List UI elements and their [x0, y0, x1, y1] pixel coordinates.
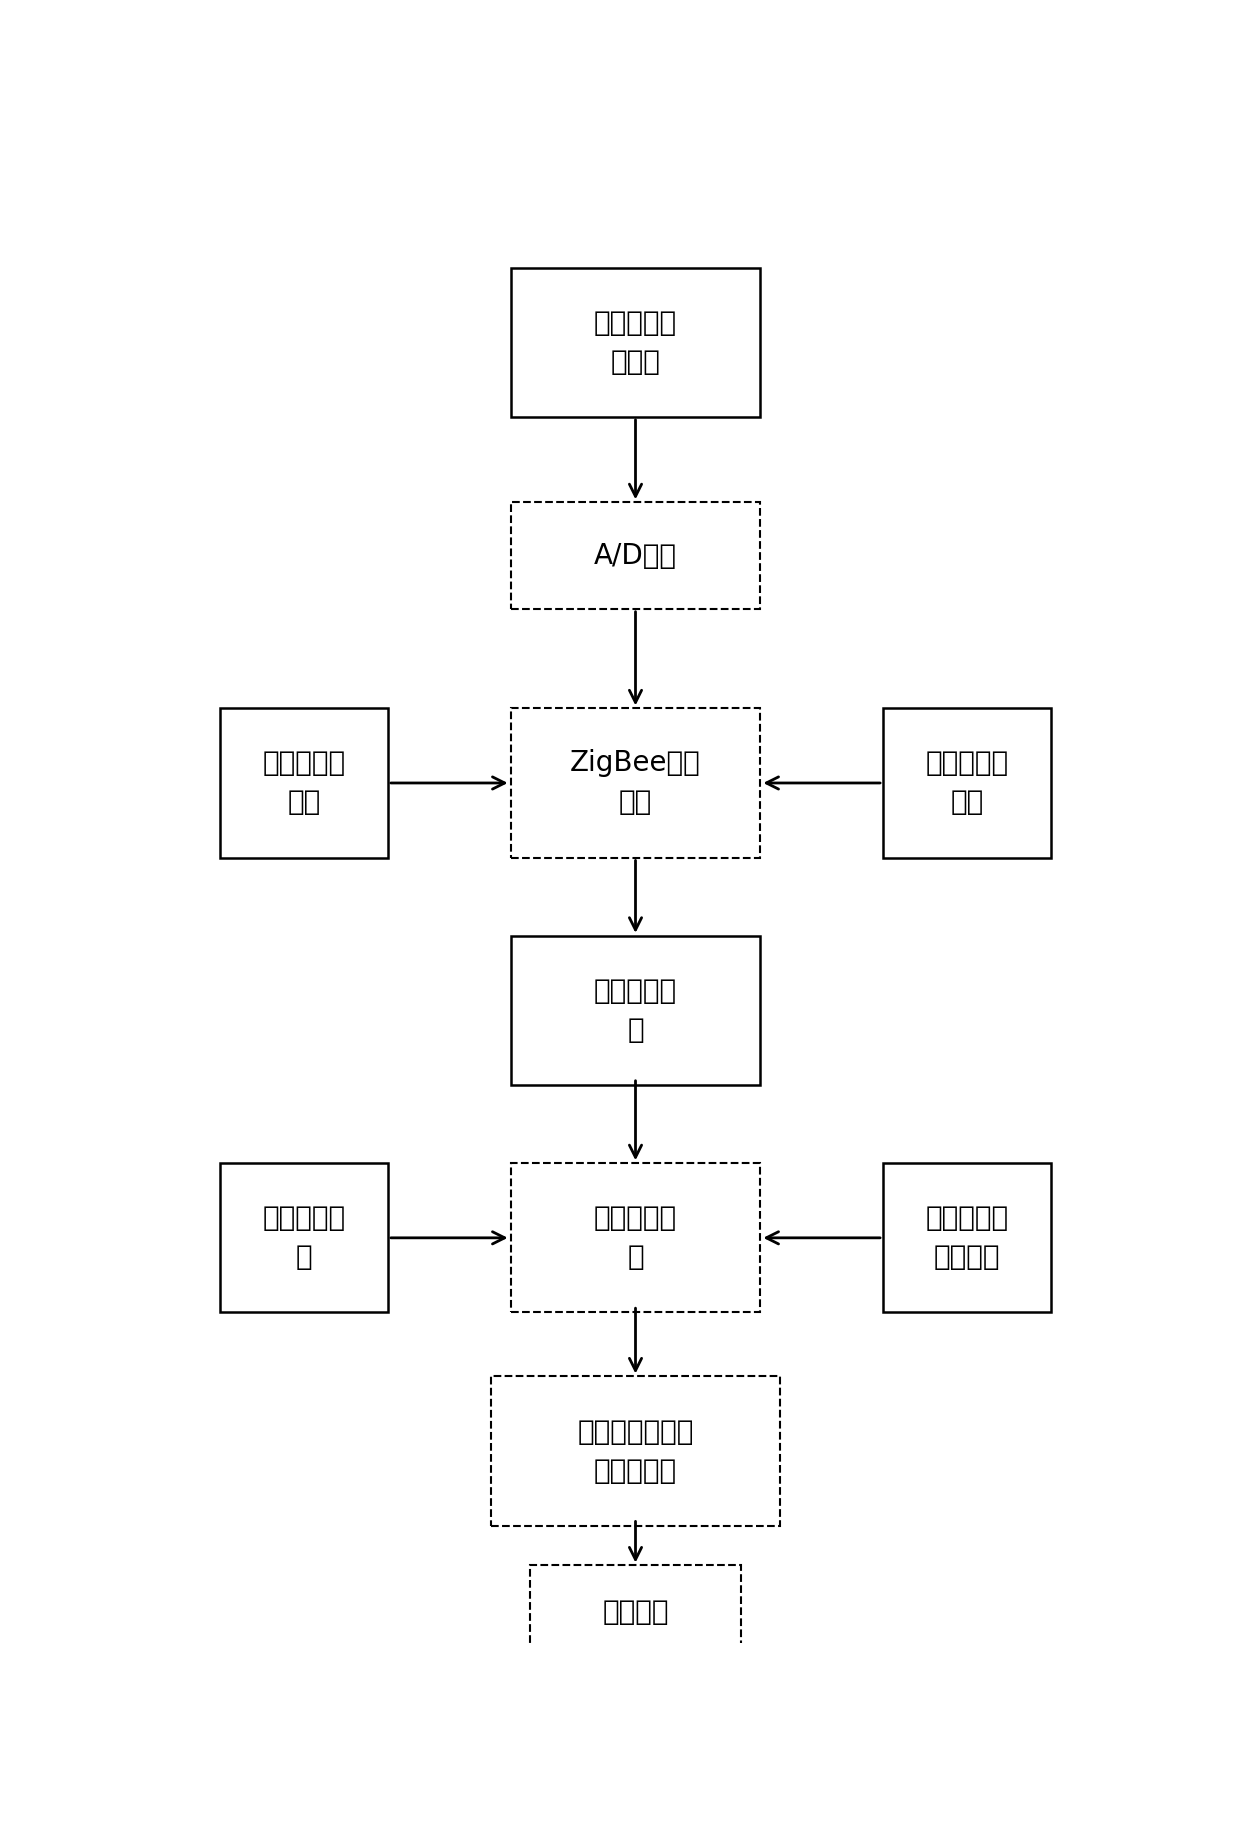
Bar — [883, 1163, 1052, 1313]
Bar — [511, 709, 760, 858]
Bar — [511, 936, 760, 1085]
Bar — [511, 1163, 760, 1313]
Text: 无线信号接
收: 无线信号接 收 — [594, 1204, 677, 1272]
Bar — [511, 268, 760, 417]
Bar — [219, 709, 388, 858]
Text: 无线信号发
送: 无线信号发 送 — [594, 977, 677, 1043]
Text: 光照强度感
测: 光照强度感 测 — [263, 1204, 346, 1272]
Bar — [511, 502, 760, 609]
Bar — [219, 1163, 388, 1313]
Text: ZigBee技术
芯片: ZigBee技术 芯片 — [570, 749, 701, 816]
Text: 自供电待机
电源: 自供电待机 电源 — [925, 749, 1008, 816]
Text: 光伏组件接
线端子: 光伏组件接 线端子 — [594, 308, 677, 377]
Text: 温度感测与
电池监测: 温度感测与 电池监测 — [925, 1204, 1008, 1272]
Bar — [883, 709, 1052, 858]
Text: 显示系统: 显示系统 — [603, 1597, 668, 1626]
Text: 自供电工作
电源: 自供电工作 电源 — [263, 749, 346, 816]
Text: 故障判别以及老
化程度反映: 故障判别以及老 化程度反映 — [578, 1418, 693, 1484]
Bar — [529, 1565, 742, 1658]
Text: A/D采集: A/D采集 — [594, 541, 677, 570]
Bar — [491, 1377, 780, 1525]
